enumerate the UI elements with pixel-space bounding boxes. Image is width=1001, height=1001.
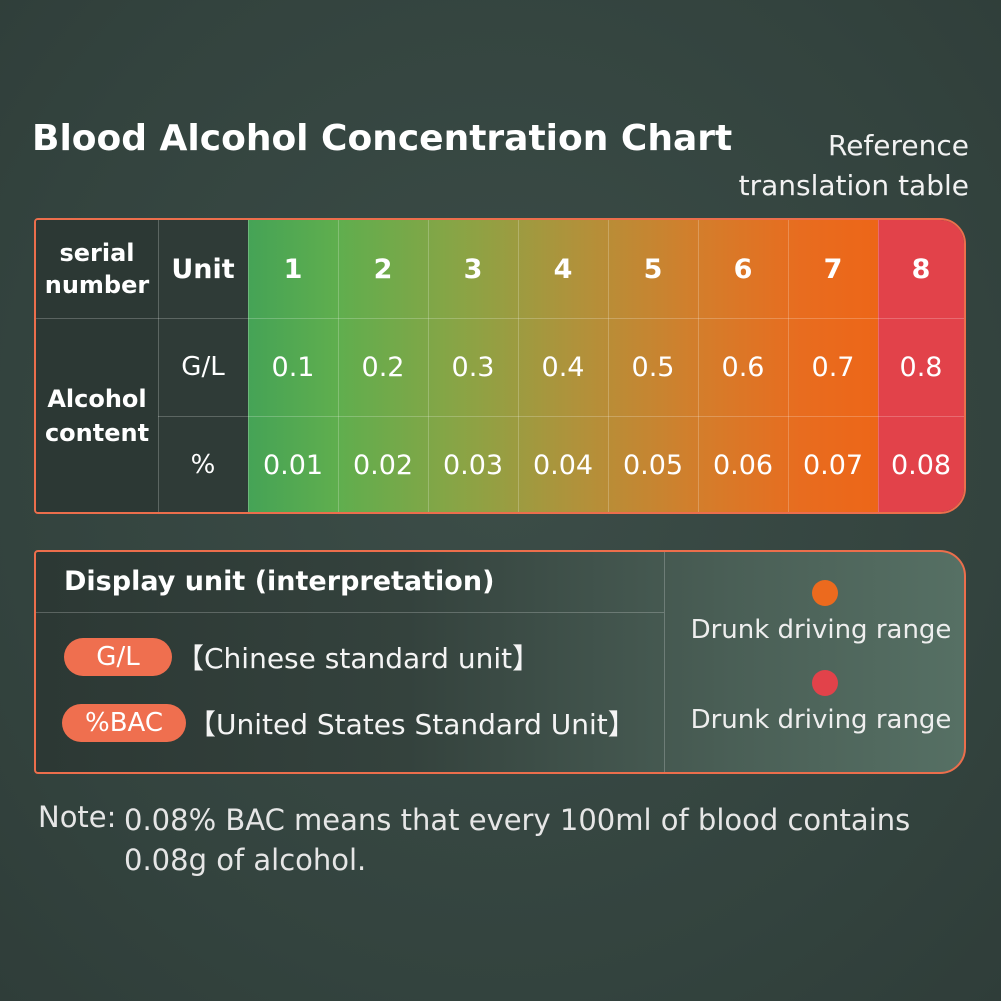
grid-line (698, 220, 699, 512)
unit-header: Unit (171, 253, 235, 285)
grid-line (608, 220, 609, 512)
table-cell: 0.8 (899, 351, 943, 383)
range-label-red: Drunk driving range (690, 705, 952, 735)
bac-unit-description: 【United States Standard Unit】 (188, 708, 636, 741)
serial-number-cell: 1 (283, 253, 303, 285)
grid-line (248, 220, 249, 512)
serial-number-cell: 7 (823, 253, 843, 285)
table-cell: 0.3 (451, 351, 495, 383)
serial-number-cell: 5 (643, 253, 663, 285)
red-column-bg (878, 220, 964, 512)
table-cell: 0.05 (622, 449, 684, 481)
bac-table: serial number Unit 1 2 3 4 5 6 7 8 Alcoh… (34, 218, 966, 514)
legend-divider (664, 552, 665, 772)
table-cell: 0.4 (541, 351, 585, 383)
gl-unit-description: 【Chinese standard unit】 (176, 642, 541, 675)
serial-number-cell: 4 (553, 253, 573, 285)
note-label: Note: (38, 800, 117, 834)
note-text: 0.08% BAC means that every 100ml of bloo… (124, 803, 911, 877)
row-unit-percent: % (190, 450, 216, 480)
table-cell: 0.02 (352, 449, 414, 481)
grid-line (338, 220, 339, 512)
table-cell: 0.06 (712, 449, 774, 481)
alcohol-content-label: Alcohol content (44, 385, 150, 447)
display-unit-legend: Display unit (interpretation) G/L 【Chine… (34, 550, 966, 774)
grid-line (518, 220, 519, 512)
grid-line (158, 220, 159, 512)
gradient-band (248, 220, 878, 512)
range-label-orange: Drunk driving range (690, 615, 952, 645)
serial-number-cell: 6 (733, 253, 753, 285)
page-subtitle: Reference translation table (738, 129, 969, 202)
grid-line (158, 416, 964, 417)
gl-unit-badge: G/L (64, 638, 172, 676)
table-cell: 0.04 (532, 449, 594, 481)
serial-number-cell: 8 (911, 253, 931, 285)
grid-line (428, 220, 429, 512)
table-cell: 0.01 (262, 449, 324, 481)
table-cell: 0.7 (811, 351, 855, 383)
grid-line (878, 220, 879, 512)
page-title: Blood Alcohol Concentration Chart (32, 118, 733, 159)
grid-line (788, 220, 789, 512)
serial-column-bg (36, 220, 158, 512)
table-cell: 0.6 (721, 351, 765, 383)
table-cell: 0.08 (890, 449, 952, 481)
serial-number-cell: 2 (373, 253, 393, 285)
table-cell: 0.2 (361, 351, 405, 383)
legend-heading: Display unit (interpretation) (64, 566, 495, 597)
red-dot-icon (812, 670, 838, 696)
legend-divider (36, 612, 664, 613)
table-cell: 0.1 (271, 351, 315, 383)
unit-column-bg (158, 220, 248, 512)
grid-line (36, 318, 964, 319)
row-unit-gl: G/L (181, 352, 225, 382)
table-cell: 0.03 (442, 449, 504, 481)
orange-dot-icon (812, 580, 838, 606)
table-cell: 0.5 (631, 351, 675, 383)
serial-number-cell: 3 (463, 253, 483, 285)
serial-number-header: serial number (44, 239, 150, 299)
table-cell: 0.07 (802, 449, 864, 481)
bac-unit-badge: %BAC (62, 704, 186, 742)
